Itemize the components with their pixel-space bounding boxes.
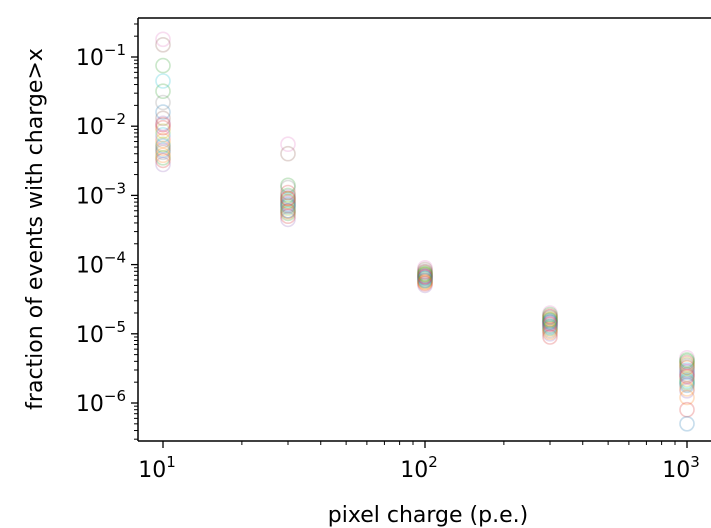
y-tick-label: 10−6 xyxy=(76,387,126,417)
x-tick-label: 101 xyxy=(138,453,176,483)
y-axis-label: fraction of events with charge>x xyxy=(23,48,48,410)
axis-ticks xyxy=(131,24,687,448)
data-points xyxy=(156,32,694,431)
data-point xyxy=(156,59,170,73)
data-point xyxy=(156,74,170,88)
y-tick-label: 10−5 xyxy=(76,318,126,348)
y-tick-label: 10−1 xyxy=(76,41,126,71)
y-tick-label: 10−3 xyxy=(76,179,126,209)
x-axis-label: pixel charge (p.e.) xyxy=(328,503,528,528)
axis-tick-labels: 101 102 103 10−6 10−5 10−4 10−3 10−2 10−1 xyxy=(76,41,700,483)
data-point xyxy=(680,417,694,431)
data-point xyxy=(281,147,295,161)
x-tick-label: 103 xyxy=(662,453,700,483)
x-tick-label: 102 xyxy=(400,453,438,483)
y-tick-label: 10−4 xyxy=(76,249,126,279)
axes xyxy=(138,18,711,441)
y-tick-label: 10−2 xyxy=(76,110,126,140)
